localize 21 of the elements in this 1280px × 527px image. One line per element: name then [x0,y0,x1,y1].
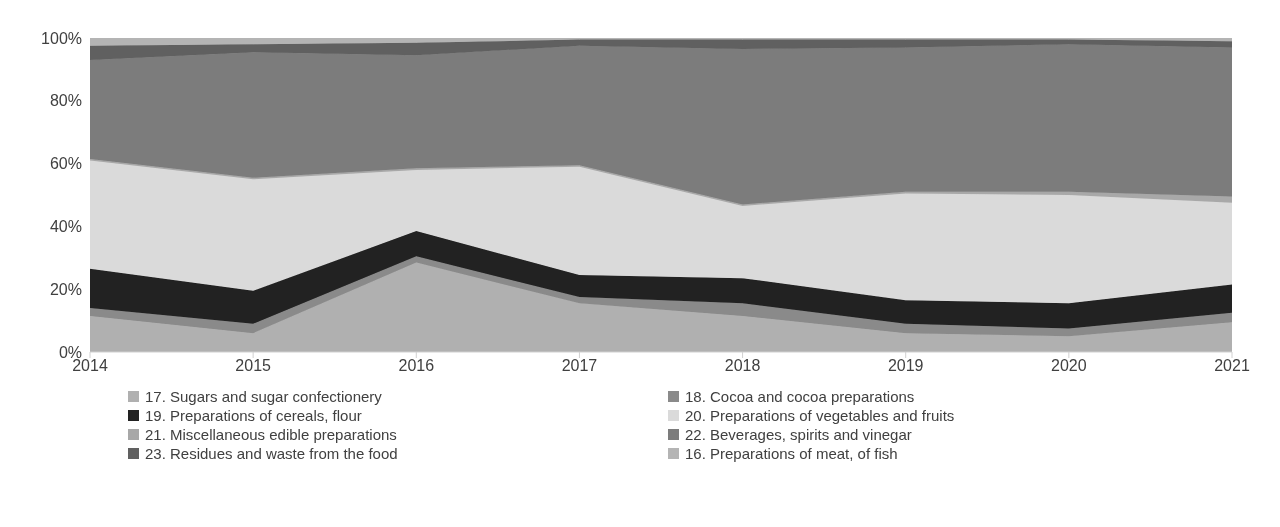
legend-label: 16. Preparations of meat, of fish [685,445,898,462]
y-tick-label: 80% [49,92,82,110]
y-tick-label: 60% [49,155,82,173]
x-tick-label: 2014 [72,357,108,375]
legend-label: 22. Beverages, spirits and vinegar [685,426,912,443]
x-tick-label: 2016 [398,357,435,375]
legend-label: 23. Residues and waste from the food [145,445,398,462]
x-tick-label: 2021 [1214,357,1250,375]
y-tick-label: 20% [49,280,82,298]
x-tick-label: 2019 [887,357,924,375]
legend-label: 17. Sugars and sugar confectionery [145,388,382,405]
legend-label: 21. Miscellaneous edible preparations [145,426,397,443]
x-tick-label: 2017 [561,357,598,375]
x-tick-label: 2018 [724,357,761,375]
y-tick-label: 100% [41,29,82,47]
legend-label: 19. Preparations of cereals, flour [145,407,362,424]
legend-label: 18. Cocoa and cocoa preparations [685,388,915,405]
x-tick-label: 2015 [235,357,272,375]
x-tick-label: 2020 [1051,357,1087,375]
y-tick-label: 40% [49,218,82,236]
legend-label: 20. Preparations of vegetables and fruits [685,407,955,424]
